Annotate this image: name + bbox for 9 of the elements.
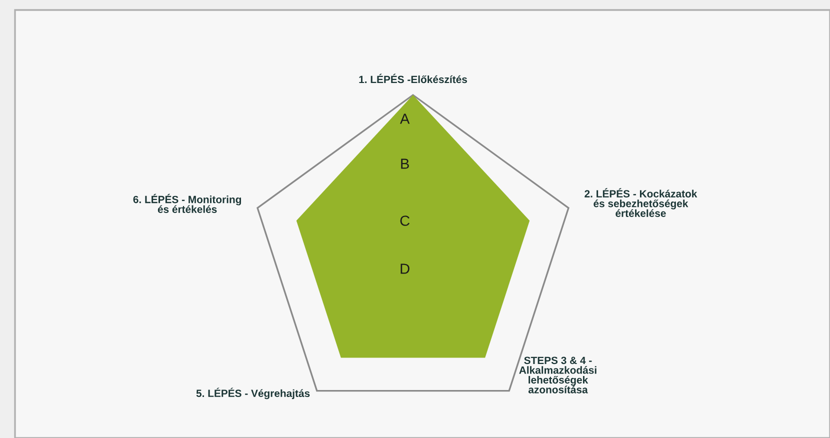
text: C bbox=[400, 216, 410, 226]
spoke-label: 5. LÉPÉS - Végrehajtás bbox=[196, 388, 310, 400]
spoke-label: STEPS 3 & 4 - Alkalmazkodási lehetőségek azonosítása bbox=[519, 356, 596, 394]
text: D bbox=[400, 264, 410, 274]
spoke-label: 1. LÉPÉS -Előkészítés bbox=[359, 74, 467, 84]
text: A bbox=[400, 114, 410, 124]
spoke-label: 2. LÉPÉS - Kockázatok és sebezhetőségek értékelése bbox=[584, 188, 698, 218]
text: B bbox=[401, 158, 409, 169]
spoke-label: 6. LÉPÉS - Monitoring és értékelés bbox=[133, 194, 242, 213]
